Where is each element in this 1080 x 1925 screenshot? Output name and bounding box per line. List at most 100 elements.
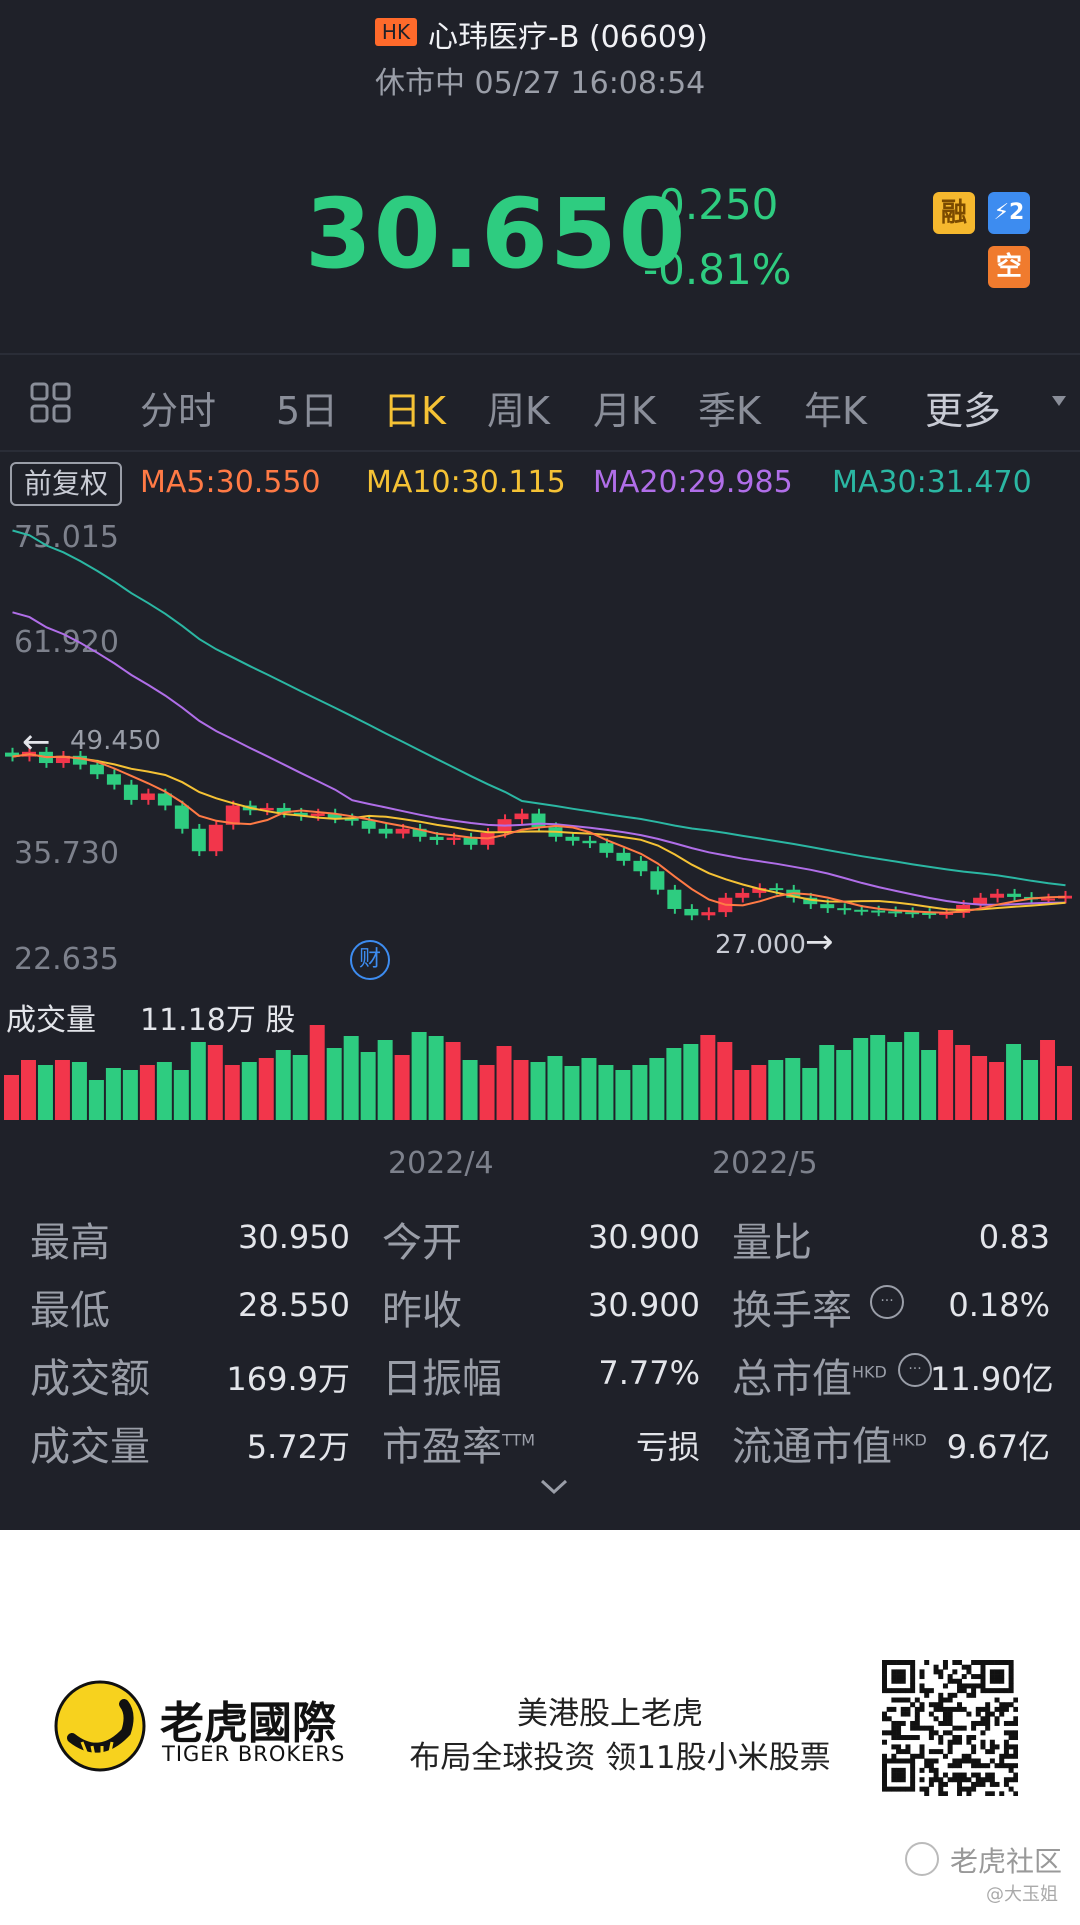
qr-module (910, 1786, 916, 1792)
qr-module (886, 1716, 892, 1722)
qr-module (942, 1753, 948, 1759)
qr-module (980, 1739, 986, 1745)
qr-module (919, 1777, 925, 1783)
grid-icon[interactable] (30, 382, 72, 424)
stat-value: 0.83 (978, 1218, 1050, 1256)
qr-module (971, 1772, 977, 1778)
candle (582, 840, 597, 844)
qr-module (966, 1739, 972, 1745)
qr-module (985, 1725, 991, 1731)
qr-module (952, 1669, 958, 1675)
y-label: 35.730 (14, 836, 119, 871)
qr-module (957, 1772, 963, 1778)
qr-module (919, 1749, 925, 1755)
qr-module (980, 1730, 986, 1736)
candle (191, 828, 206, 852)
qr-module (980, 1683, 986, 1689)
tab-5day[interactable]: 5日 (276, 389, 339, 433)
qr-module (961, 1786, 967, 1792)
quote-panel (0, 0, 1080, 1530)
qr-module (942, 1720, 948, 1726)
qr-module (910, 1772, 916, 1778)
qr-module (985, 1706, 991, 1712)
qr-module (985, 1777, 991, 1783)
qr-module (882, 1777, 887, 1783)
short-badge[interactable]: 空 (988, 246, 1030, 288)
volume-bar (207, 1045, 223, 1120)
info-icon[interactable]: ··· (898, 1353, 932, 1387)
stat-value: 7.77% (598, 1354, 700, 1392)
qr-module (924, 1692, 930, 1698)
level2-badge[interactable]: ⚡2 (988, 192, 1030, 234)
volume-bar (819, 1045, 835, 1120)
price-change: -0.250 (643, 180, 779, 229)
qr-module (910, 1683, 916, 1689)
qr-module (910, 1758, 916, 1764)
qr-module (947, 1692, 953, 1698)
qr-module (980, 1669, 986, 1675)
qr-module (896, 1678, 902, 1684)
qr-module (882, 1781, 887, 1787)
qr-module (999, 1678, 1005, 1684)
qr-module (905, 1744, 911, 1750)
qr-module (994, 1706, 1000, 1712)
margin-badge[interactable]: 融 (933, 192, 975, 234)
ma20-label: MA20:29.985 (593, 465, 793, 500)
volume-value: 11.18万 股 (140, 1003, 296, 1038)
candle (854, 909, 869, 912)
kline-chart[interactable] (0, 500, 1080, 1140)
tab-quarterly-k[interactable]: 季K (698, 389, 761, 433)
qr-module (952, 1706, 958, 1712)
qr-module (985, 1711, 991, 1717)
qr-module (999, 1688, 1005, 1694)
qr-module (914, 1716, 920, 1722)
ad-line-2: 布局全球投资 领11股小米股票 (409, 1740, 831, 1776)
qr-module (1008, 1786, 1014, 1792)
qr-module (1013, 1735, 1018, 1741)
qr-module (891, 1706, 897, 1712)
qr-module (966, 1791, 972, 1796)
qr-module (947, 1749, 953, 1755)
qr-module (957, 1706, 963, 1712)
ma20-line (12, 611, 1066, 906)
qr-module (985, 1702, 991, 1708)
qr-module (994, 1688, 1000, 1694)
candle (174, 805, 189, 829)
candle (701, 912, 716, 916)
y-label: 61.920 (14, 625, 119, 660)
qr-module (999, 1758, 1005, 1764)
stat-label: 量比 (732, 1220, 812, 1266)
qr-module (971, 1692, 977, 1698)
qr-module (933, 1772, 939, 1778)
tab-daily-k[interactable]: 日K (383, 389, 446, 433)
qr-module (999, 1669, 1005, 1675)
tab-weekly-k[interactable]: 周K (487, 389, 550, 433)
chevron-down-icon[interactable] (1052, 396, 1066, 406)
candle (769, 888, 784, 891)
qr-module (957, 1678, 963, 1684)
adjust-type-button[interactable]: 前复权 (10, 462, 122, 506)
qr-module (957, 1781, 963, 1787)
qr-module (928, 1730, 934, 1736)
qr-module (1008, 1763, 1014, 1769)
qr-module (985, 1763, 991, 1769)
qr-module (1008, 1688, 1014, 1694)
qr-module (928, 1767, 934, 1773)
qr-module (933, 1664, 939, 1670)
qr-module (947, 1777, 953, 1783)
candle (939, 912, 954, 915)
candle (208, 824, 223, 852)
qr-module (994, 1678, 1000, 1684)
volume-bar (462, 1060, 478, 1120)
stat-label: 总市值 (732, 1356, 852, 1402)
volume-bar (4, 1075, 19, 1120)
info-icon[interactable]: ··· (870, 1285, 904, 1319)
tab-more[interactable]: 更多 (925, 389, 1002, 433)
tab-intraday[interactable]: 分时 (140, 389, 217, 433)
expand-chevron-icon[interactable] (540, 1478, 568, 1500)
tab-monthly-k[interactable]: 月K (593, 389, 656, 433)
earnings-marker-icon[interactable]: 财 (350, 940, 390, 980)
qr-module (971, 1683, 977, 1689)
tab-yearly-k[interactable]: 年K (804, 389, 867, 433)
qr-module (1013, 1744, 1018, 1750)
